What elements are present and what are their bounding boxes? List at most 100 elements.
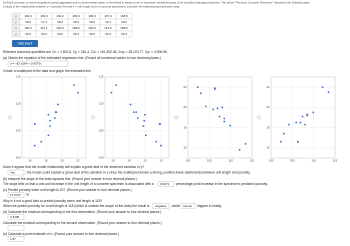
scatter-point — [223, 117, 226, 120]
scatter-point — [160, 144, 162, 147]
cell-text: 16.6 — [25, 20, 31, 24]
radio-button[interactable] — [174, 115, 178, 120]
scatter-point — [136, 117, 139, 119]
y-tick-label: 18 — [183, 125, 187, 129]
radio-button[interactable] — [8, 115, 12, 120]
cell-text: 107.4 — [104, 14, 112, 18]
answer: 3.3305 — [10, 215, 20, 219]
question: Does it appear that the model relationsh… — [3, 165, 144, 169]
x-tick-label: 20 — [143, 159, 147, 163]
dropdown[interactable] — [152, 203, 170, 209]
answer-text: ; the model could explain a great deal o… — [25, 170, 251, 174]
radio-button[interactable] — [91, 115, 95, 120]
cell-text: 17.4 — [41, 20, 47, 24]
answer-box[interactable] — [7, 236, 25, 242]
scatter-point — [33, 123, 36, 125]
plot-frame — [104, 76, 170, 159]
question: (e) Calculate a point estimate of σ. (Ro… — [3, 232, 119, 236]
x-tick-label: 22 — [76, 159, 80, 163]
answer-box[interactable] — [7, 225, 25, 231]
statement: percentage point increase in the specime… — [176, 182, 268, 186]
statement: , which — [170, 204, 180, 208]
cell-text: x — [15, 14, 17, 18]
answer: Yes — [10, 170, 15, 174]
scatter-point — [229, 124, 232, 127]
x-tick-label: 105 — [207, 159, 212, 163]
table-cell — [115, 30, 133, 38]
x-tick-label: 100 — [186, 159, 191, 163]
dropdown[interactable] — [180, 203, 196, 209]
cell-text: 18.3 — [57, 20, 63, 24]
radio-button[interactable] — [257, 115, 261, 120]
scatter-point — [73, 84, 75, 86]
scatter-point — [306, 113, 309, 116]
scatter-point — [47, 134, 50, 137]
statement: When we predict porosity for a unit leng… — [3, 204, 150, 208]
plot-frame — [270, 76, 336, 159]
data-table: x 102.3 103.0 104.2 105.9 106.3 107.4 108.5 y 16.… — [11, 12, 133, 38]
scatter-point — [49, 119, 51, 122]
scatter-point — [196, 86, 199, 89]
cell-text: 18.5 — [89, 32, 95, 36]
x-tick-label: 105 — [290, 159, 295, 163]
cell-text: x — [15, 26, 17, 30]
answer-box[interactable] — [7, 60, 69, 67]
question: (d) Calculate the residual corresponding… — [3, 210, 161, 214]
answer-box[interactable] — [7, 192, 25, 198]
statement: happen in reality. — [197, 204, 222, 208]
x-tick-label: 16 — [28, 159, 32, 163]
scatter-point — [199, 92, 202, 95]
scatter-point — [49, 125, 51, 128]
cell-text: 16.6 — [25, 32, 31, 36]
answer-box[interactable] — [157, 181, 175, 187]
question: (b) Interpret the slope of the least squ… — [3, 177, 137, 181]
answer-box[interactable] — [7, 214, 25, 220]
salt-button[interactable] — [12, 40, 38, 47]
cell-text: y — [15, 32, 17, 36]
scatter-point — [144, 113, 146, 116]
y-tick-label: 100 — [99, 156, 104, 160]
cell-text: 21.5 — [105, 32, 111, 36]
y-tick-label: 22 — [266, 85, 270, 89]
scatter-point — [223, 120, 226, 123]
scatter-point — [40, 140, 43, 143]
cell-text: 19.1 — [105, 20, 111, 24]
scatter-point — [205, 105, 207, 108]
y-tick-label: 115 — [99, 75, 104, 79]
cell-text: 106.3 — [88, 14, 96, 18]
x-tick-label: 16 — [111, 159, 115, 163]
dropdown[interactable] — [7, 169, 25, 176]
y-tick-label: 105 — [16, 129, 21, 133]
answer: 0.9373 — [160, 182, 170, 186]
x-tick-label: 18 — [127, 159, 131, 163]
scatter-point — [321, 86, 324, 89]
y-tick-label: 18 — [266, 125, 270, 129]
summary: Relevant summary quantities are Σxᵢ = 1,… — [3, 50, 168, 54]
scatter-point — [110, 91, 113, 94]
scatter-point — [244, 142, 247, 145]
salt-button-label[interactable]: USE SALT — [18, 41, 33, 45]
scatter-point — [304, 123, 307, 126]
intro-line: a study of the relationship between y = … — [3, 5, 180, 9]
scatter-point — [299, 121, 302, 124]
scatter-point — [288, 123, 290, 126]
scatter-point — [129, 103, 132, 106]
cell-text: 108.5 — [120, 26, 128, 30]
scatter-point — [301, 115, 304, 118]
cell-text: 108.0 — [72, 26, 80, 30]
y-tick-label: 100 — [16, 156, 21, 160]
y-tick-label: 110 — [16, 102, 21, 106]
cell-text: 19.2 — [121, 20, 127, 24]
unit: % — [26, 193, 29, 197]
instruction: Create a scatterplot of the data and gra… — [3, 69, 92, 73]
question: Why is it not a good idea to predict por… — [3, 199, 102, 203]
answer: cannot — [183, 204, 192, 208]
scatter-point — [77, 91, 79, 94]
scatter-point — [221, 106, 224, 109]
cell-text: 108.5 — [120, 14, 128, 18]
scatter-point — [135, 111, 138, 113]
cell-text: 103.0 — [40, 14, 48, 18]
cell-text: 106.9 — [88, 26, 96, 30]
scatter-point — [213, 88, 216, 91]
